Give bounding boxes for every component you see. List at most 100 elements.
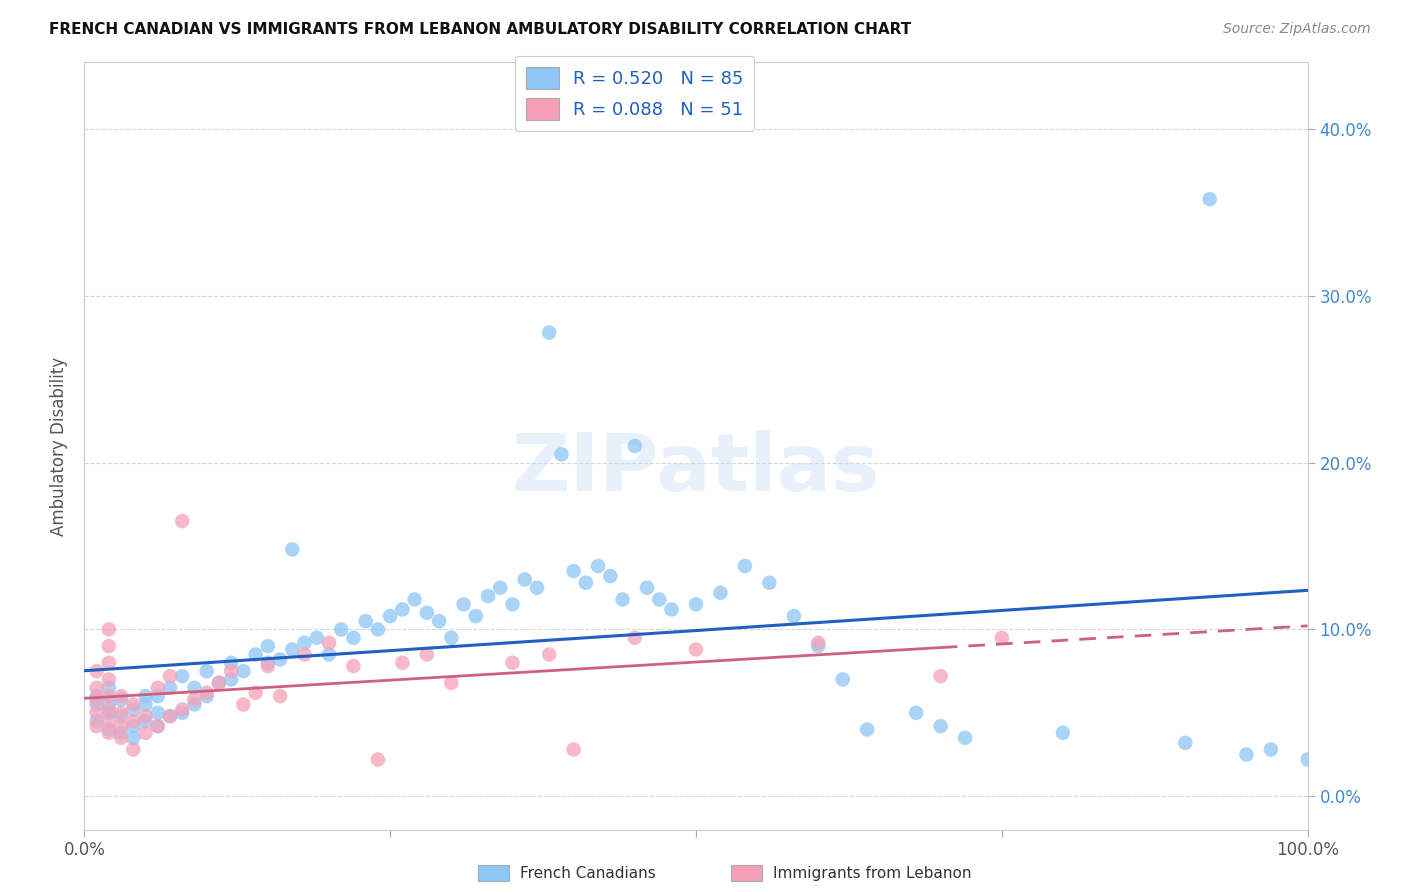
- Point: [86, 664, 108, 678]
- Point: [122, 731, 145, 745]
- Point: [159, 669, 181, 683]
- Point: [550, 447, 572, 461]
- Point: [110, 706, 132, 720]
- Point: [159, 709, 181, 723]
- Point: [122, 714, 145, 728]
- Point: [807, 636, 830, 650]
- Point: [1198, 192, 1220, 206]
- Point: [562, 742, 585, 756]
- Point: [330, 623, 353, 637]
- Point: [758, 575, 780, 590]
- Point: [1174, 736, 1197, 750]
- Point: [97, 656, 120, 670]
- Point: [624, 631, 647, 645]
- Point: [367, 623, 389, 637]
- Point: [599, 569, 621, 583]
- Point: [146, 706, 169, 720]
- Point: [562, 564, 585, 578]
- Point: [404, 592, 426, 607]
- Point: [354, 614, 377, 628]
- Text: Immigrants from Lebanon: Immigrants from Lebanon: [773, 866, 972, 880]
- Point: [172, 702, 194, 716]
- Text: FRENCH CANADIAN VS IMMIGRANTS FROM LEBANON AMBULATORY DISABILITY CORRELATION CHA: FRENCH CANADIAN VS IMMIGRANTS FROM LEBAN…: [49, 22, 911, 37]
- Point: [636, 581, 658, 595]
- Point: [110, 731, 132, 745]
- Point: [440, 631, 463, 645]
- Point: [208, 675, 231, 690]
- Point: [416, 648, 439, 662]
- Point: [929, 669, 952, 683]
- Point: [294, 636, 316, 650]
- Point: [110, 726, 132, 740]
- Point: [110, 719, 132, 733]
- Point: [86, 714, 108, 728]
- Point: [110, 692, 132, 706]
- Point: [709, 586, 731, 600]
- Point: [219, 664, 242, 678]
- Point: [1052, 726, 1074, 740]
- Point: [294, 648, 316, 662]
- Point: [257, 659, 280, 673]
- Point: [929, 719, 952, 733]
- Point: [97, 726, 120, 740]
- Point: [97, 714, 120, 728]
- Point: [612, 592, 634, 607]
- Point: [245, 648, 267, 662]
- Point: [318, 636, 340, 650]
- Point: [734, 559, 756, 574]
- Point: [219, 656, 242, 670]
- Point: [97, 689, 120, 703]
- Point: [257, 639, 280, 653]
- Point: [440, 675, 463, 690]
- Point: [807, 639, 830, 653]
- Point: [86, 706, 108, 720]
- Point: [586, 559, 609, 574]
- Point: [464, 609, 486, 624]
- Point: [183, 698, 205, 712]
- Point: [269, 689, 291, 703]
- Point: [391, 602, 413, 616]
- Point: [122, 698, 145, 712]
- Point: [86, 692, 108, 706]
- Point: [122, 742, 145, 756]
- Point: [245, 686, 267, 700]
- Point: [97, 639, 120, 653]
- Point: [97, 702, 120, 716]
- Point: [97, 706, 120, 720]
- Point: [183, 681, 205, 695]
- Y-axis label: Ambulatory Disability: Ambulatory Disability: [51, 357, 69, 535]
- Point: [661, 602, 683, 616]
- Point: [342, 659, 364, 673]
- Point: [305, 631, 328, 645]
- Point: [269, 652, 291, 666]
- Point: [219, 673, 242, 687]
- Legend: R = 0.520   N = 85, R = 0.088   N = 51: R = 0.520 N = 85, R = 0.088 N = 51: [516, 56, 754, 131]
- Point: [159, 709, 181, 723]
- Point: [135, 698, 157, 712]
- Point: [427, 614, 450, 628]
- Point: [380, 609, 402, 624]
- Point: [172, 514, 194, 528]
- Point: [183, 692, 205, 706]
- Point: [146, 689, 169, 703]
- Point: [575, 575, 598, 590]
- Point: [86, 719, 108, 733]
- Point: [208, 675, 231, 690]
- Point: [318, 648, 340, 662]
- Point: [159, 681, 181, 695]
- Point: [86, 698, 108, 712]
- Point: [172, 706, 194, 720]
- Point: [513, 573, 536, 587]
- Point: [146, 681, 169, 695]
- Point: [146, 719, 169, 733]
- Point: [135, 726, 157, 740]
- Point: [856, 723, 879, 737]
- Point: [685, 598, 707, 612]
- Point: [477, 589, 499, 603]
- Point: [905, 706, 928, 720]
- Point: [232, 698, 254, 712]
- Point: [97, 681, 120, 695]
- Point: [502, 598, 524, 612]
- Text: ZIPatlas: ZIPatlas: [512, 430, 880, 508]
- Point: [195, 689, 218, 703]
